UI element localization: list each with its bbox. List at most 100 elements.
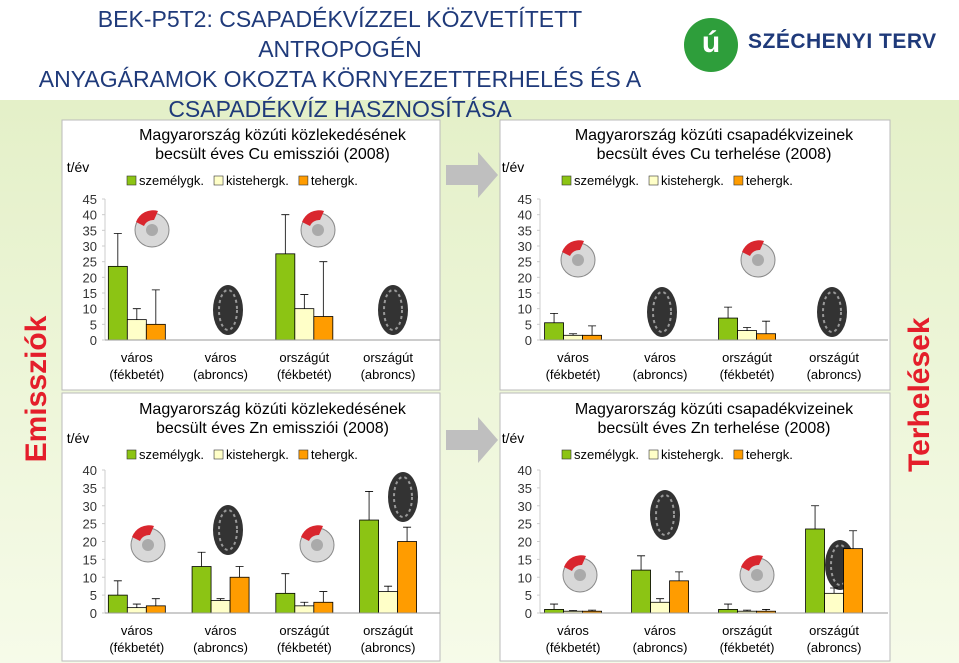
y-tick-label: 20 — [518, 270, 532, 285]
y-tick-label: 20 — [83, 270, 97, 285]
bar — [544, 322, 564, 341]
bar — [126, 319, 147, 341]
y-tick-label: 40 — [518, 463, 532, 478]
error-bar — [132, 308, 141, 320]
brake-caliper-icon — [136, 210, 158, 226]
legend-label: tehergk. — [311, 173, 358, 188]
brake-caliper-icon — [741, 555, 763, 571]
x-tick-label: országút (abroncs) — [360, 623, 416, 655]
bar — [718, 317, 738, 341]
y-tick-label: 15 — [83, 286, 97, 301]
y-tick-label: 5 — [525, 317, 532, 332]
y-tick-label: 45 — [518, 192, 532, 207]
x-tick-label: város (fékbetét) — [109, 350, 165, 382]
legend-label: személygk. — [139, 447, 204, 462]
bar — [563, 334, 583, 341]
bar — [191, 566, 212, 614]
error-bar — [281, 573, 290, 594]
error-bar — [235, 566, 244, 578]
y-tick-label: 10 — [518, 570, 532, 585]
tire-tread — [652, 291, 672, 333]
error-bar — [656, 598, 665, 603]
y-tick-label: 20 — [518, 535, 532, 550]
x-tick-label: város (abroncs) — [632, 350, 688, 382]
tire-tread — [393, 476, 413, 518]
legend-swatch — [213, 449, 224, 460]
title-line: ANYAGÁRAMOK OKOZTA KÖRNYEZETTERHELÉS ÉS … — [38, 66, 642, 92]
x-tick-label: város (abroncs) — [632, 623, 688, 655]
bar — [843, 548, 863, 614]
x-tick-label: országút (fékbetét) — [276, 350, 332, 382]
error-bar — [300, 294, 309, 309]
tire-icon — [817, 287, 847, 337]
x-tick-label: város (fékbetét) — [545, 350, 601, 382]
legend-label: személygk. — [139, 173, 204, 188]
y-tick-label: 25 — [83, 517, 97, 532]
y-axis-label: t/év — [67, 430, 90, 446]
bar — [294, 308, 315, 341]
legend-swatch — [733, 175, 744, 186]
y-axis-label: t/év — [502, 159, 525, 175]
y-tick-label: 0 — [90, 333, 97, 348]
tire-tread — [655, 494, 675, 536]
y-tick-label: 45 — [83, 192, 97, 207]
bar — [824, 592, 844, 614]
y-axis-label: t/év — [67, 159, 90, 175]
legend-swatch — [213, 175, 224, 186]
error-bar — [319, 261, 328, 317]
x-tick-label: város (abroncs) — [193, 350, 249, 382]
legend-swatch — [126, 175, 137, 186]
bar — [756, 333, 776, 341]
x-tick-label: város (fékbetét) — [109, 623, 165, 655]
y-tick-label: 10 — [83, 570, 97, 585]
legend-label: tehergk. — [746, 447, 793, 462]
x-tick-label: országút (abroncs) — [806, 623, 862, 655]
legend-swatch — [126, 449, 137, 460]
chart-title: Magyarország közúti csapadékvizeinek bec… — [574, 401, 854, 437]
slide-title: BEK-P5T2: CSAPADÉKVÍZZEL KÖZVETÍTETT ANT… — [20, 4, 660, 124]
arrow — [446, 152, 498, 198]
y-tick-label: 20 — [83, 535, 97, 550]
bar — [275, 253, 296, 341]
brake-disc-hub — [572, 254, 584, 266]
tire-icon — [650, 490, 680, 540]
bar — [210, 600, 231, 614]
y-tick-label: 40 — [83, 463, 97, 478]
legend-label: tehergk. — [311, 447, 358, 462]
bar — [378, 591, 398, 614]
error-bar — [384, 585, 393, 592]
y-tick-label: 0 — [525, 333, 532, 348]
error-bar — [849, 530, 858, 549]
bar — [145, 605, 166, 614]
y-tick-label: 25 — [518, 517, 532, 532]
brake-disc-hub — [751, 569, 763, 581]
bar — [107, 265, 128, 341]
error-bar — [724, 306, 733, 319]
error-bar — [300, 601, 309, 606]
bar — [582, 334, 602, 341]
tire-tread — [218, 509, 238, 551]
legend-label: személygk. — [574, 447, 639, 462]
brake-caliper-icon — [742, 240, 764, 256]
bar — [145, 323, 166, 341]
error-bar — [365, 491, 374, 521]
bar — [275, 592, 296, 614]
brake-caliper-icon — [132, 525, 154, 541]
y-tick-label: 30 — [518, 239, 532, 254]
chart-title: Magyarország közúti közlekedésének becsü… — [139, 127, 406, 163]
legend-swatch — [561, 449, 572, 460]
legend-swatch — [648, 449, 659, 460]
y-tick-label: 25 — [518, 255, 532, 270]
chart-box — [61, 119, 441, 391]
brake-disc-hub — [312, 224, 324, 236]
bar — [313, 316, 334, 341]
chart-title: Magyarország közúti csapadékvizeinek bec… — [574, 127, 854, 163]
logo-circle — [684, 18, 738, 72]
tire-icon — [213, 285, 243, 335]
error-bar — [197, 551, 206, 567]
error-bar — [281, 214, 290, 254]
y-tick-label: 30 — [83, 499, 97, 514]
error-bar — [569, 333, 578, 336]
chart-box — [499, 392, 891, 662]
